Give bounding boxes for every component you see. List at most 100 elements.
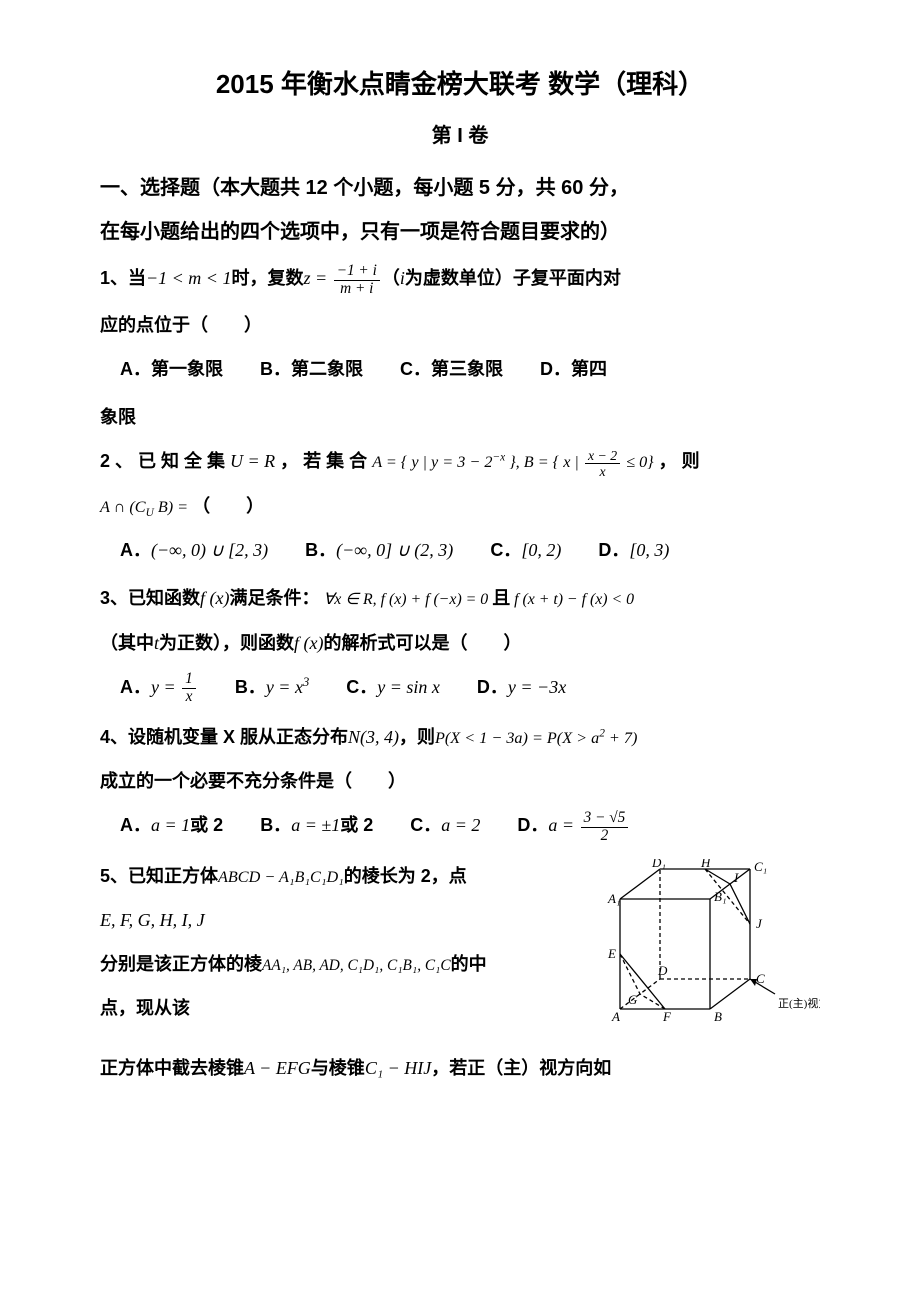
q3-num: 3、已知函数 [100,588,200,608]
q2-fden: x [585,464,620,479]
q3d-v: y = −3x [508,677,566,697]
q4-prob: P(X < 1 − 3a) = P(X > a2 + 7) [435,729,637,747]
q2b-lbl: B． [305,540,336,560]
q3-mid2: 且 [492,588,510,608]
q1-mid1: 时，复数 [231,268,303,288]
q2-options: A．(−∞, 0) ∪ [2, 3) B．(−∞, 0] ∪ (2, 3) C．… [120,533,820,567]
subtitle: 第 I 卷 [100,117,820,155]
svg-text:D₁: D₁ [651,859,666,870]
q2-acub: A ∩ (CU B) = [100,498,192,516]
svg-text:C: C [756,971,765,986]
svg-text:E: E [607,946,616,961]
q2d-val: [0, 3) [629,540,669,560]
q5-l2-tail: 的中 [451,954,487,974]
q2c-lbl: C． [490,540,521,560]
svg-text:正(主)视方向: 正(主)视方向 [778,996,820,1010]
q4-mid1: ，则 [399,727,435,747]
q3-opt-b: B．y = x3 [235,670,309,704]
q5-num: 5、已知正方体 [100,866,218,886]
question-1: 1、当−1 < m < 1时，复数z = −1 + im + i（i为虚数单位）… [100,261,820,297]
q2c-val: [0, 2) [521,540,561,560]
q5-l4-tail: ，若正（主）视方向如 [431,1058,611,1078]
q2-opt-a: A．(−∞, 0) ∪ [2, 3) [120,533,268,567]
q1-mid3: 为虚数单位）子复平面内对 [405,268,621,288]
q2-setA-sup: −x [492,452,505,464]
q2-setA: A = { y | y = 3 − 2 [372,453,492,471]
q2-setB-tail: ≤ 0} [622,453,654,471]
question-3: 3、已知函数f (x)满足条件： ∀x ∈ R, f (x) + f (−x) … [100,581,820,615]
q2-num: 2 、 已 知 全 集 [100,451,230,471]
q1-opt-b: B．第二象限 [260,352,363,386]
q2-opt-b: B．(−∞, 0] ∪ (2, 3) [305,533,453,567]
question-2-line2: A ∩ (CU B) = （ ） [100,489,820,523]
q5-pts: E, F, G, H, I, J [100,910,205,930]
q3d-lbl: D． [477,677,508,697]
q5-mid1: 的棱长为 2，点 [344,866,467,886]
q4b-p: a = ±1 [291,815,340,835]
q3-l2-fx: f (x) [294,633,323,653]
q1-opt-d: D．第四 [540,352,607,386]
q4d-d: 2 [581,828,629,845]
svg-text:F: F [662,1009,672,1024]
svg-text:B: B [714,1009,722,1024]
question-3-line2: （其中t为正数），则函数f (x)的解析式可以是（ ） [100,626,820,660]
q3c-v: y = sin x [377,677,440,697]
q4-num: 4、设随机变量 X 服从正态分布 [100,727,348,747]
q2-fnum: x − 2 [585,448,620,464]
q4d-p: a = [548,815,578,835]
q4-p1: P(X < 1 − 3a) = P(X > a [435,729,599,747]
question-5-line4: 正方体中截去棱锥A − EFG与棱锥C₁ − HIJ，若正（主）视方向如 [100,1051,820,1085]
q3b-v: y = x [266,677,303,697]
q3-fx: f (x) [200,588,229,608]
q4b-t: 或 2 [340,815,373,835]
q3-opt-c: C．y = sin x [346,670,440,704]
q2-mid1: ， 若 集 合 [275,451,372,471]
q4-opt-a: A．a = 1或 2 [120,808,223,842]
svg-text:I: I [733,870,739,885]
q4-opt-c: C．a = 2 [410,808,480,842]
q1-pre: 当 [128,268,146,288]
q4-pt: + 7) [605,729,638,747]
q5-py2: C₁ − HIJ [365,1058,431,1078]
q1-opt-a: A．第一象限 [120,352,223,386]
question-2: 2 、 已 知 全 集 U = R ， 若 集 合 A = { y | y = … [100,444,820,479]
q2-u: U = R [230,451,275,471]
q5-l4-pre: 正方体中截去棱锥 [100,1058,244,1078]
q5-l2-pre: 分别是该正方体的棱 [100,954,262,974]
q1-lhs: z = [303,268,331,288]
q3a-pre: y = [151,677,180,697]
q4c-lbl: C． [410,815,441,835]
q4a-p: a = 1 [151,815,190,835]
q3-opt-a: A．y = 1x [120,670,198,706]
q1-frac-den: m + i [334,281,380,298]
q2a-lbl: A． [120,540,151,560]
q4a-t: 或 2 [190,815,223,835]
q1-num: 1、 [100,268,128,288]
q4c-v: a = 2 [441,815,480,835]
section-header-line1: 一、选择题（本大题共 12 个小题，每小题 5 分，共 60 分， [100,169,820,207]
question-4-line2: 成立的一个必要不充分条件是（ ） [100,764,820,798]
q2-opt-d: D．[0, 3) [598,533,669,567]
q1-options: A．第一象限 B．第二象限 C．第三象限 D．第四 [120,352,820,386]
svg-text:G: G [628,992,638,1007]
q2-opt-c: C．[0, 2) [490,533,561,567]
q3-mid1: 满足条件： [230,588,320,608]
q2-l2e2: B) = [154,498,192,516]
svg-text:H: H [700,859,711,870]
section-header-line2: 在每小题给出的四个选项中，只有一项是符合题目要求的） [100,213,820,251]
q2-l2s: U [146,507,154,519]
q1-opt-c: C．第三象限 [400,352,503,386]
question-4: 4、设随机变量 X 服从正态分布N(3, 4)，则P(X < 1 − 3a) =… [100,720,820,754]
q3a-lbl: A． [120,677,151,697]
q3-cond1: ∀x ∈ R, f (x) + f (−x) = 0 [320,591,493,608]
q3c-lbl: C． [346,677,377,697]
q5-cube: ABCD − A₁B₁C₁D₁ [218,868,344,886]
q4b-lbl: B． [260,815,291,835]
q1-expr: z = −1 + im + i [303,268,381,288]
q2-line2-tail: （ ） [192,496,264,516]
cube-svg: ABCDA₁B₁C₁D₁EFGHIJ正(主)视方向 [600,859,820,1024]
q2d-lbl: D． [598,540,629,560]
svg-text:A₁: A₁ [607,891,620,906]
q2-mid2: ， 则 [654,451,700,471]
q3-l2-pre: （其中 [100,633,154,653]
